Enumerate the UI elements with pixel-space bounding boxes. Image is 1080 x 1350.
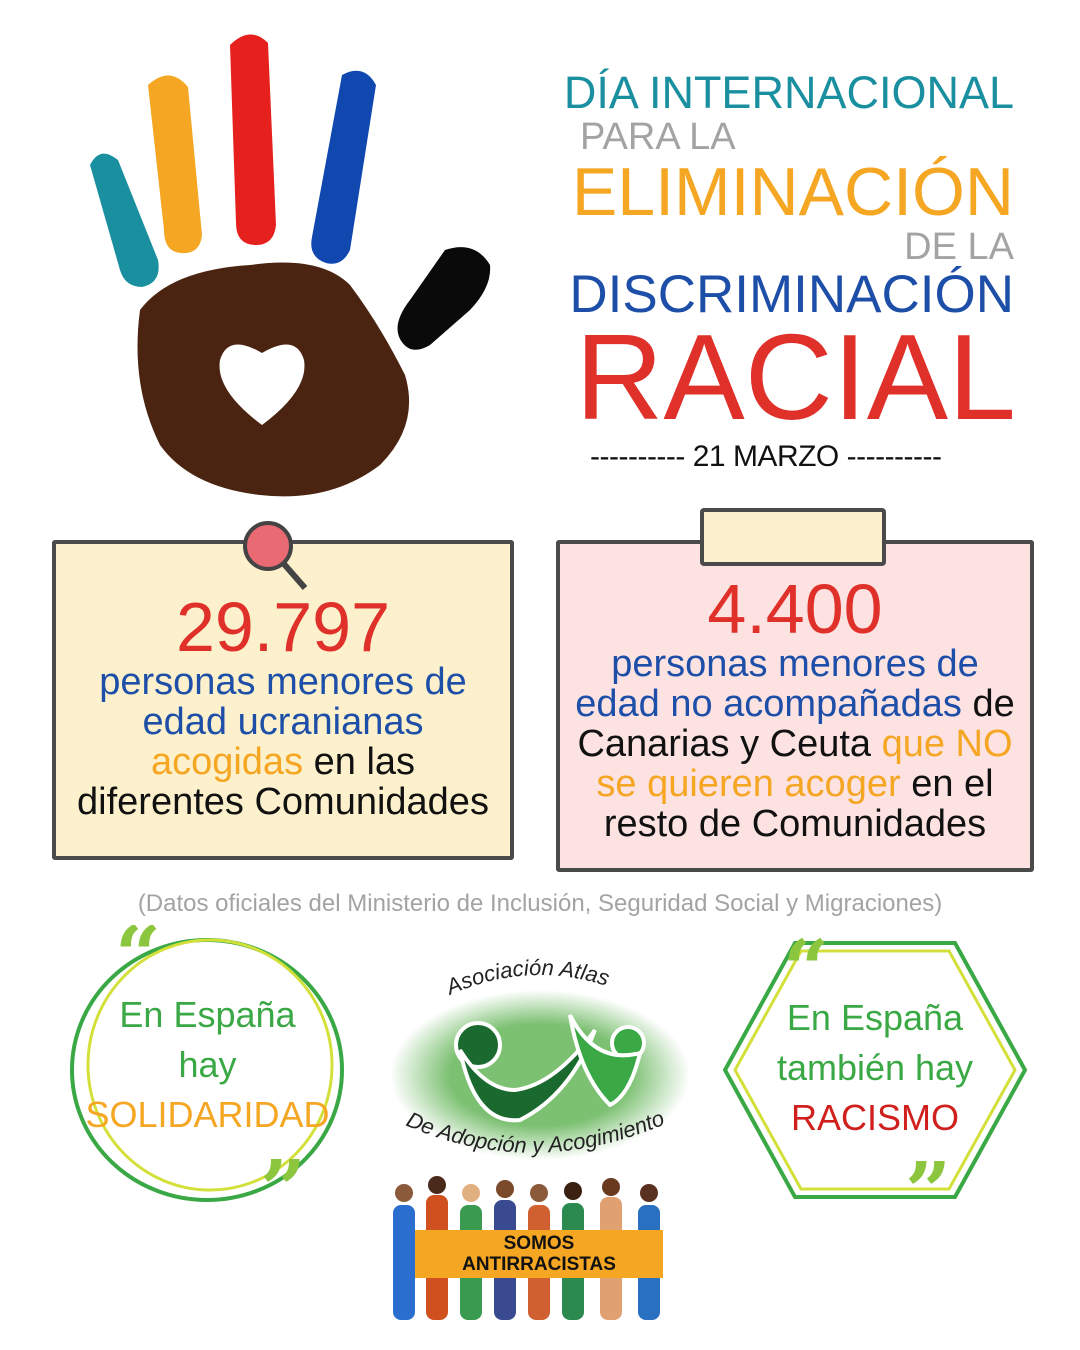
quote-solidarity: En España hay SOLIDARIDAD [60, 990, 355, 1140]
stat-number: 29.797 [175, 588, 391, 666]
hand-illustration [90, 34, 491, 497]
title-line-5: DISCRIMINACIÓN [569, 265, 1014, 324]
close-quote-icon: ” [905, 1144, 951, 1225]
source-note: (Datos oficiales del Ministerio de Inclu… [137, 890, 943, 917]
close-quote-icon: ” [260, 1142, 306, 1225]
quote-highlight: RACISMO [790, 1097, 959, 1138]
finger-blue [311, 70, 376, 264]
title-line-1: DÍA INTERNACIONAL [563, 67, 1014, 118]
stat-text-black: en las diferentes Comunidades [77, 741, 489, 823]
title-line-2: PARA LA [580, 116, 736, 158]
stat-text-orange: acogidas [150, 741, 304, 783]
open-quote-icon: “ [783, 935, 829, 1016]
quote-line: hay [178, 1044, 237, 1085]
quote-line: En España [786, 997, 964, 1038]
stat-card-ukraine: 29.797 personas menores de edad ucranian… [52, 540, 514, 860]
stat-text-blue: personas menores de edad no acompañadas [575, 643, 979, 725]
title-line-4: DE LA [904, 226, 1014, 268]
quote-highlight: SOLIDARIDAD [85, 1094, 330, 1135]
stat-text-black-1: de Canarias y Ceuta [577, 683, 1015, 765]
heart-icon [219, 344, 305, 425]
finger-teal [90, 153, 159, 287]
tape-decoration [700, 508, 886, 566]
quote-racism: En España también hay RACISMO [725, 993, 1025, 1143]
banner-somos-antirracistas: SOMOS ANTIRRACISTAS [415, 1230, 663, 1278]
finger-orange [148, 75, 202, 254]
title-line-3: ELIMINACIÓN [571, 154, 1014, 230]
open-quote-icon: “ [115, 925, 161, 1002]
title-line-6: RACIAL [575, 309, 1016, 445]
stat-text-orange: que NO se quieren acoger [596, 723, 1013, 805]
stat-card-unaccompanied: 4.400 personas menores de edad no acompa… [556, 540, 1034, 872]
finger-red [230, 34, 276, 245]
banner-line: SOMOS [503, 1233, 575, 1254]
date-label: ---------- 21 MARZO ---------- [590, 440, 942, 473]
pushpin-icon [243, 521, 308, 590]
quote-line: también hay [776, 1047, 974, 1088]
circle-frame: “ ” [70, 925, 344, 1225]
hexagon-frame: “ ” [722, 935, 1028, 1225]
association-logo: Asociación Atlas De Adopción y Acogimien… [390, 955, 690, 1160]
stat-text-black-2: en el resto de Comunidades [603, 763, 994, 845]
stat-text-blue: personas menores de edad ucranianas [99, 661, 467, 743]
quote-line: En España [119, 994, 296, 1035]
finger-black [397, 247, 491, 350]
stat-number: 4.400 [707, 570, 883, 648]
banner-line: ANTIRRACISTAS [462, 1254, 616, 1275]
